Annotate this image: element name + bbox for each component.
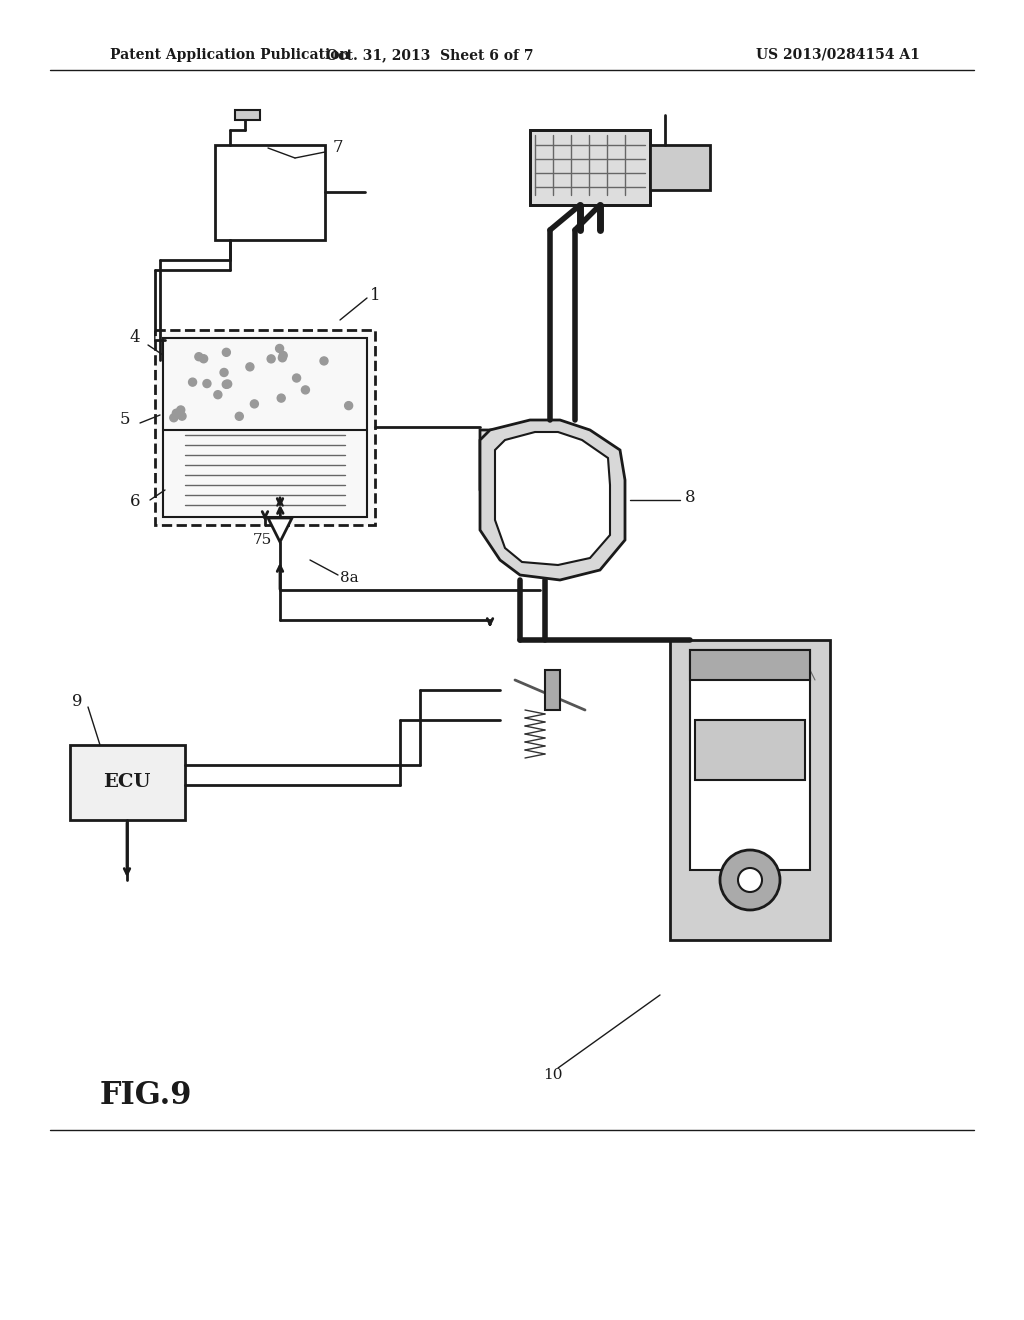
Circle shape: [280, 351, 287, 359]
Polygon shape: [480, 420, 625, 579]
Bar: [234, 110, 260, 120]
Bar: [163, 338, 367, 517]
Text: 6: 6: [130, 494, 140, 511]
Circle shape: [214, 391, 222, 399]
Circle shape: [178, 412, 186, 420]
Circle shape: [738, 869, 762, 892]
Polygon shape: [495, 432, 610, 565]
Circle shape: [222, 348, 230, 356]
Circle shape: [177, 407, 184, 414]
Circle shape: [275, 345, 284, 352]
Circle shape: [236, 412, 244, 420]
Text: Oct. 31, 2013  Sheet 6 of 7: Oct. 31, 2013 Sheet 6 of 7: [327, 48, 534, 62]
Circle shape: [293, 374, 301, 381]
Circle shape: [301, 385, 309, 393]
Text: Patent Application Publication: Patent Application Publication: [110, 48, 349, 62]
Circle shape: [172, 409, 180, 417]
Circle shape: [279, 354, 287, 362]
Circle shape: [220, 368, 228, 376]
Circle shape: [246, 363, 254, 371]
Text: ECU: ECU: [103, 774, 151, 791]
Text: 8a: 8a: [340, 572, 358, 585]
Bar: [695, 719, 805, 780]
Circle shape: [200, 355, 208, 363]
Circle shape: [188, 378, 197, 387]
Bar: [215, 145, 325, 240]
Bar: [530, 129, 650, 205]
Bar: [690, 649, 810, 680]
Circle shape: [223, 380, 231, 388]
Circle shape: [345, 401, 352, 409]
Circle shape: [251, 400, 258, 408]
Text: 1: 1: [370, 286, 381, 304]
Bar: [530, 129, 650, 205]
Bar: [690, 649, 810, 870]
Circle shape: [267, 355, 275, 363]
Circle shape: [222, 380, 230, 388]
Text: 10: 10: [543, 1068, 562, 1082]
Circle shape: [203, 380, 211, 388]
Text: US 2013/0284154 A1: US 2013/0284154 A1: [756, 48, 920, 62]
Polygon shape: [480, 430, 620, 570]
Circle shape: [195, 352, 203, 360]
Text: 9: 9: [72, 693, 83, 710]
Text: 4: 4: [130, 330, 140, 346]
Bar: [670, 640, 830, 940]
Circle shape: [720, 850, 780, 909]
Text: 7: 7: [333, 140, 344, 157]
Circle shape: [321, 356, 328, 364]
Text: 8: 8: [685, 490, 695, 507]
Text: 5: 5: [120, 412, 130, 429]
Bar: [545, 671, 560, 710]
Bar: [70, 744, 185, 820]
Circle shape: [170, 413, 178, 422]
Bar: [650, 145, 710, 190]
Polygon shape: [268, 517, 292, 543]
Text: 75: 75: [252, 533, 271, 546]
Circle shape: [278, 395, 286, 403]
Bar: [155, 330, 375, 525]
Text: FIG.9: FIG.9: [100, 1080, 193, 1110]
